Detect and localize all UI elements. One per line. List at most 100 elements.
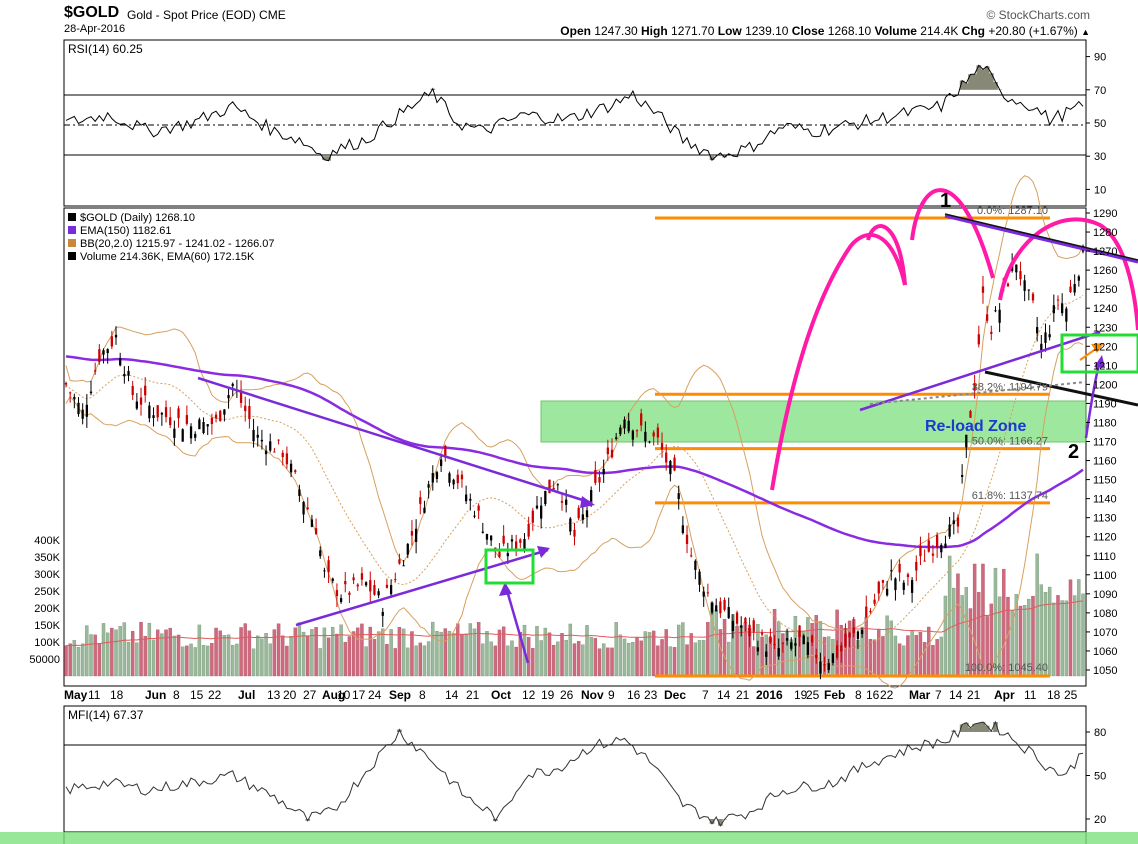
ohlc-item-label: High — [641, 24, 668, 38]
candle-body — [615, 437, 618, 439]
volume-bar — [560, 633, 564, 677]
volume-bar — [752, 646, 756, 677]
candle-body — [831, 653, 835, 663]
rsi-ticks: 90 70 50 30 10 — [1086, 52, 1106, 196]
volume-bar — [697, 640, 702, 677]
candle-body — [1065, 308, 1068, 322]
candle-body — [431, 473, 434, 483]
candle-body — [1044, 332, 1047, 343]
volume-bar — [535, 626, 539, 677]
volume-bar — [468, 623, 473, 677]
candle-body — [510, 539, 514, 542]
volume-bar — [939, 636, 943, 677]
volume-bar — [664, 629, 668, 677]
mfi-tick-label: 50 — [1094, 771, 1106, 783]
x-axis-label: 18 — [1047, 688, 1061, 702]
candle-body — [715, 605, 718, 612]
candle-body — [756, 647, 760, 652]
volume-bar — [635, 637, 639, 677]
candle-body — [239, 390, 243, 403]
candle-body — [306, 507, 309, 509]
candle-body — [110, 336, 113, 347]
x-axis-label: Oct — [491, 688, 511, 702]
volume-bar — [297, 622, 302, 677]
volume-bar — [143, 635, 147, 677]
volume-bar — [489, 641, 493, 677]
candle-body — [1077, 276, 1080, 281]
volume-bar — [497, 629, 502, 677]
candle-body — [785, 638, 789, 641]
candle-body — [990, 331, 993, 334]
candle-body — [389, 585, 393, 595]
candle-body — [152, 415, 155, 419]
volume-bar — [1077, 579, 1081, 677]
candle-body — [706, 592, 710, 594]
volume-bar — [372, 639, 377, 677]
candle-body — [702, 591, 705, 597]
x-axis-label: 17 — [352, 688, 366, 702]
candle-body — [294, 470, 297, 473]
price-tick-label: 1150 — [1093, 475, 1117, 487]
symbol-title: $GOLD — [64, 4, 120, 21]
candle-body — [927, 540, 930, 552]
x-axis-label: Jul — [238, 688, 255, 702]
candle-body — [540, 505, 543, 519]
candle-body — [873, 599, 876, 604]
x-axis-label: Nov — [581, 688, 604, 702]
x-axis-label: 11 — [1024, 688, 1037, 702]
volume-bar — [364, 646, 368, 677]
volume-bar — [218, 630, 222, 677]
volume-bar — [331, 626, 335, 677]
x-axis-label: Dec — [664, 688, 686, 702]
candle-body — [606, 447, 609, 455]
volume-bar — [531, 648, 535, 677]
candle-body — [552, 487, 555, 490]
green-box-apr — [1060, 333, 1138, 374]
volume-bar — [322, 627, 327, 677]
volume-bar — [927, 626, 931, 677]
candle-body — [381, 611, 384, 616]
dome-2 — [866, 224, 907, 286]
volume-bar — [447, 630, 452, 677]
price-panel-frame — [63, 207, 1087, 687]
orange-arrow-head — [1091, 343, 1104, 353]
x-axis-label: Mar — [909, 688, 931, 702]
candle-body — [364, 582, 368, 586]
candle-body — [869, 610, 872, 613]
candle-body — [164, 407, 168, 418]
candle-body — [410, 531, 414, 536]
candle-body — [969, 410, 972, 418]
volume-bar — [610, 647, 614, 677]
candle-body — [469, 498, 472, 501]
volume-tick-label: 50000 — [29, 654, 60, 666]
candle-body — [923, 560, 926, 562]
volume-bar — [714, 609, 718, 677]
volume-bar — [493, 645, 498, 677]
candle-body — [348, 592, 351, 595]
candle-body — [1023, 280, 1026, 291]
price-tick-label: 1100 — [1093, 570, 1117, 582]
candle-body — [502, 535, 505, 544]
candle-body — [623, 419, 626, 429]
volume-bar — [210, 643, 214, 677]
candle-body — [944, 543, 947, 548]
candle-body — [740, 625, 743, 628]
candle-body — [560, 501, 564, 503]
candle-body — [669, 460, 672, 475]
candle-body — [1031, 293, 1035, 301]
volume-bar — [418, 642, 422, 677]
candle-body — [590, 490, 593, 504]
x-axis-label: 19 — [541, 688, 555, 702]
candle-body — [256, 434, 259, 438]
volume-bar — [260, 638, 264, 677]
candle-body — [177, 408, 180, 419]
volume-bar — [918, 631, 923, 677]
price-tick-label: 1240 — [1093, 303, 1117, 315]
candle-body — [594, 469, 597, 483]
candle-body — [731, 620, 735, 632]
candle-body — [81, 409, 84, 419]
price-tick-label: 1160 — [1093, 456, 1117, 468]
candle-body — [119, 357, 122, 366]
fib-label: 61.8%: 1137.74 — [972, 490, 1048, 502]
volume-bar — [543, 627, 548, 677]
